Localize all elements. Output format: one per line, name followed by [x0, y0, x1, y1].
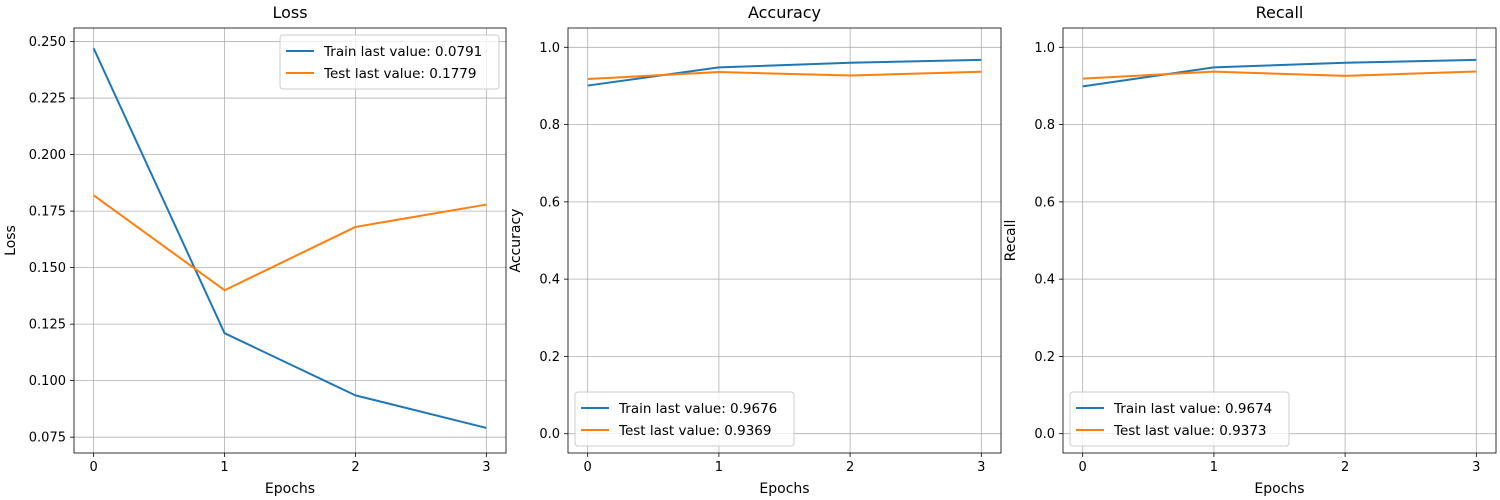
loss-x-tick-label: 3	[482, 460, 490, 475]
accuracy-x-axis-label: Epochs	[759, 481, 809, 497]
accuracy-panel: 0 1 2 3 0.0 0.2 0.4 0.6 0.8 1.0 Accuracy Epochs A…	[508, 3, 1002, 497]
recall-x-tick-label: 0	[1079, 460, 1087, 475]
recall-x-tick-label: 3	[1472, 460, 1480, 475]
recall-legend: Train last value: 0.9674 Test last value…	[1069, 391, 1290, 447]
accuracy-y-tick-label: 1.0	[539, 41, 560, 56]
recall-ticks: 0 1 2 3 0.0 0.2 0.4 0.6 0.8 1.0	[1034, 41, 1480, 475]
loss-y-tick-label: 0.175	[29, 205, 66, 220]
loss-y-tick-label: 0.225	[29, 92, 66, 107]
recall-y-axis-label: Recall	[1003, 220, 1019, 262]
recall-test-line	[1082, 70, 1477, 80]
loss-y-tick-label: 0.250	[29, 35, 66, 50]
loss-ticks: 0 1 2 3 0.075 0.100 0.125 0.150 0.175 0.200 0.225 0…	[29, 35, 491, 475]
recall-y-tick-label: 0.8	[1034, 118, 1055, 133]
recall-panel: 0 1 2 3 0.0 0.2 0.4 0.6 0.8 1.0 Recall Epochs Rec…	[1003, 3, 1497, 497]
loss-y-tick-label: 0.075	[29, 431, 66, 446]
recall-y-tick-label: 0.6	[1034, 195, 1055, 210]
accuracy-y-tick-label: 0.6	[539, 195, 560, 210]
loss-panel: 0 1 2 3 0.075 0.100 0.125 0.150 0.175 0.200 0.225 0…	[3, 3, 507, 497]
accuracy-y-tick-label: 0.8	[539, 118, 560, 133]
accuracy-x-tick-label: 2	[846, 460, 854, 475]
loss-legend-test-label: Test last value: 0.1779	[323, 66, 476, 82]
accuracy-y-tick-label: 0.4	[539, 273, 560, 288]
recall-title: Recall	[1256, 3, 1304, 22]
recall-legend-box	[1069, 391, 1290, 447]
loss-y-axis-label: Loss	[3, 225, 19, 256]
accuracy-grid	[568, 28, 1001, 453]
accuracy-series	[587, 58, 982, 87]
recall-x-axis-label: Epochs	[1254, 481, 1304, 497]
recall-legend-train-label: Train last value: 0.9674	[1113, 401, 1272, 417]
loss-y-tick-label: 0.150	[29, 261, 66, 276]
loss-train-line	[92, 47, 487, 429]
loss-y-tick-label: 0.100	[29, 374, 66, 389]
loss-y-tick-label: 0.200	[29, 148, 66, 163]
loss-legend-train-label: Train last value: 0.0791	[323, 44, 482, 60]
loss-title: Loss	[272, 3, 307, 22]
accuracy-ticks: 0 1 2 3 0.0 0.2 0.4 0.6 0.8 1.0	[539, 41, 985, 475]
accuracy-legend-test-label: Test last value: 0.9369	[618, 423, 771, 439]
loss-axes-frame	[73, 27, 507, 454]
loss-x-tick-label: 2	[351, 460, 359, 475]
accuracy-x-tick-label: 3	[977, 460, 985, 475]
accuracy-title: Accuracy	[748, 3, 821, 22]
recall-y-tick-label: 0.4	[1034, 273, 1055, 288]
recall-y-tick-label: 0.0	[1034, 427, 1055, 442]
loss-grid	[74, 28, 506, 453]
loss-x-tick-label: 0	[89, 460, 97, 475]
loss-legend: Train last value: 0.0791 Test last value…	[279, 34, 500, 90]
accuracy-legend: Train last value: 0.9676 Test last value…	[574, 391, 795, 447]
recall-y-tick-label: 0.2	[1034, 350, 1055, 365]
accuracy-y-tick-label: 0.2	[539, 350, 560, 365]
accuracy-x-tick-label: 0	[584, 460, 592, 475]
accuracy-test-line	[587, 70, 982, 80]
recall-x-tick-label: 2	[1341, 460, 1349, 475]
recall-x-tick-label: 1	[1210, 460, 1218, 475]
recall-y-tick-label: 1.0	[1034, 41, 1055, 56]
recall-axes-frame	[1062, 27, 1497, 454]
loss-x-axis-label: Epochs	[265, 481, 315, 497]
loss-test-line	[93, 194, 487, 292]
accuracy-x-tick-label: 1	[715, 460, 723, 475]
accuracy-y-tick-label: 0.0	[539, 427, 560, 442]
accuracy-axes-frame	[567, 27, 1002, 454]
accuracy-y-axis-label: Accuracy	[508, 209, 524, 273]
recall-series	[1082, 58, 1477, 88]
loss-x-tick-label: 1	[220, 460, 228, 475]
recall-train-line	[1082, 58, 1477, 88]
recall-legend-test-label: Test last value: 0.9373	[1113, 423, 1266, 439]
accuracy-legend-box	[574, 391, 795, 447]
loss-series	[92, 47, 487, 429]
accuracy-legend-train-label: Train last value: 0.9676	[618, 401, 777, 417]
loss-legend-box	[279, 34, 500, 90]
loss-y-tick-label: 0.125	[29, 318, 66, 333]
